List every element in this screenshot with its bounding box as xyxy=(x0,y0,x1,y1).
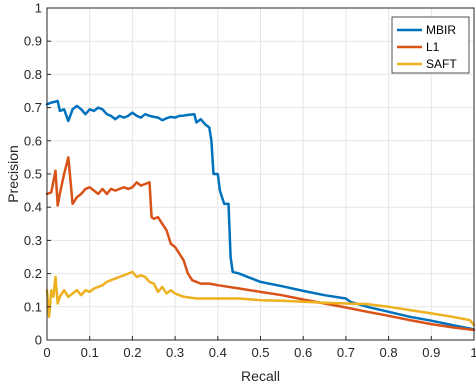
x-tick-label: 0.8 xyxy=(380,345,398,360)
x-tick-label: 0.4 xyxy=(209,345,227,360)
x-tick-label: 0.3 xyxy=(166,345,184,360)
x-tick-label: 0.5 xyxy=(251,345,269,360)
y-tick-label: 0.4 xyxy=(24,200,42,215)
y-tick-label: 0 xyxy=(35,333,42,348)
legend-label-l1: L1 xyxy=(426,40,440,54)
series-line-saft xyxy=(45,270,476,327)
y-tick-label: 1 xyxy=(35,1,42,16)
series-lines xyxy=(45,99,476,332)
y-tick-label: 0.9 xyxy=(24,34,42,49)
y-tick-label: 0.5 xyxy=(24,167,42,182)
legend: MBIR L1 SAFT xyxy=(391,16,470,74)
x-tick-labels: 0 0.1 0.2 0.3 0.4 0.5 0.6 0.7 0.8 0.9 1 xyxy=(43,345,476,360)
y-tick-label: 0.2 xyxy=(24,266,42,281)
y-tick-label: 0.6 xyxy=(24,133,42,148)
series-line-l1 xyxy=(45,156,476,332)
legend-label-saft: SAFT xyxy=(426,57,457,71)
x-tick-label: 0.6 xyxy=(294,345,312,360)
x-axis-title: Recall xyxy=(241,368,280,384)
axis-ticks xyxy=(46,7,475,341)
x-tick-label: 0.2 xyxy=(123,345,141,360)
y-tick-label: 0.8 xyxy=(24,67,42,82)
y-tick-label: 0.3 xyxy=(24,233,42,248)
x-tick-label: 1 xyxy=(470,345,476,360)
x-tick-label: 0.7 xyxy=(337,345,355,360)
legend-label-mbir: MBIR xyxy=(426,23,456,37)
x-tick-label: 0.9 xyxy=(422,345,440,360)
y-tick-label: 0.1 xyxy=(24,299,42,314)
x-tick-label: 0 xyxy=(43,345,50,360)
series-line-mbir xyxy=(45,99,476,331)
y-tick-label: 0.7 xyxy=(24,100,42,115)
x-tick-label: 0.1 xyxy=(81,345,99,360)
y-axis-title: Precision xyxy=(5,145,21,203)
y-tick-labels: 0 0.1 0.2 0.3 0.4 0.5 0.6 0.7 0.8 0.9 1 xyxy=(24,1,42,348)
